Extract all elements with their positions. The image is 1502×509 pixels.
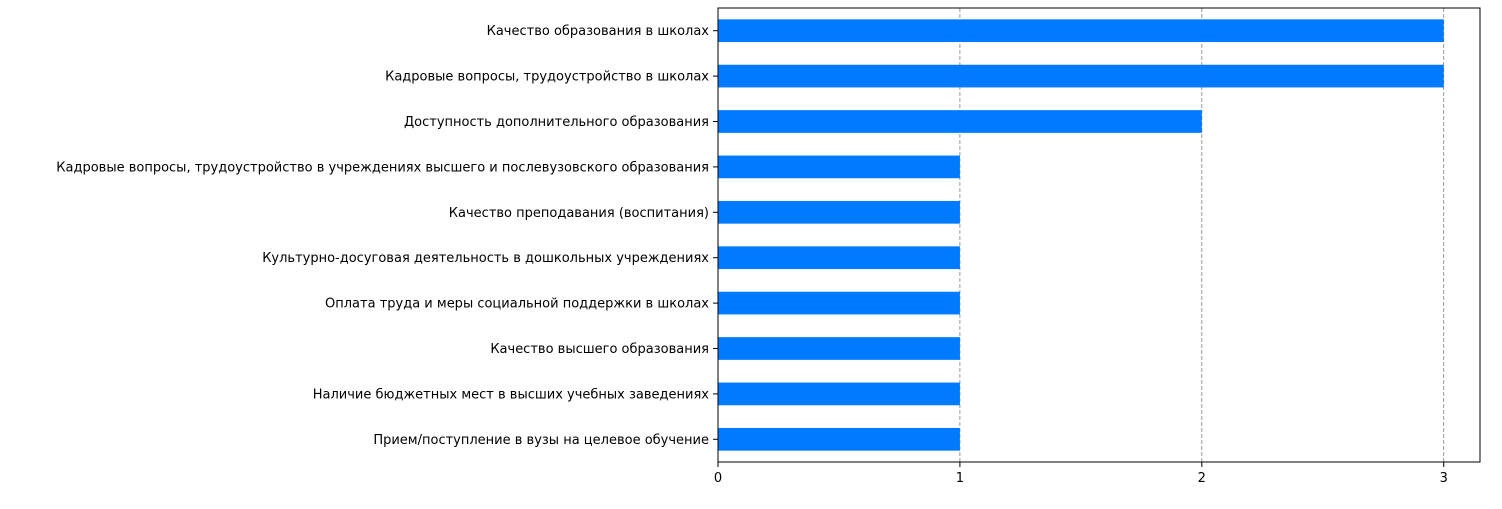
category-label-3: Кадровые вопросы, трудоустройство в учре… (56, 160, 709, 175)
bar-5 (718, 246, 960, 270)
bar-3 (718, 155, 960, 179)
x-tick-label-2: 2 (1198, 471, 1206, 486)
plot-frame (717, 7, 1481, 463)
tick-layer: 0 1 2 3 (713, 30, 1448, 486)
bar-4 (718, 200, 960, 224)
category-label-9: Прием/поступление в вузы на целевое обуч… (373, 433, 709, 448)
bar-8 (718, 382, 960, 406)
bar-2 (718, 110, 1202, 133)
bar-layer (718, 19, 1444, 451)
category-label-5: Культурно-досуговая деятельность в дошко… (262, 251, 709, 266)
x-tick-label-1: 1 (956, 471, 964, 486)
category-label-8: Наличие бюджетных мест в высших учебных … (313, 387, 710, 402)
x-tick-label-3: 3 (1440, 471, 1448, 486)
category-label-7: Качество высшего образования (490, 342, 709, 357)
category-label-2: Доступность дополнительного образования (404, 115, 709, 130)
x-tick-label-0: 0 (714, 471, 722, 486)
bar-7 (718, 337, 960, 360)
category-label-0: Качество образования в школах (487, 24, 710, 39)
label-layer: Качество образования в школах Кадровые во… (56, 24, 709, 448)
bar-9 (718, 427, 960, 451)
bar-6 (718, 291, 960, 315)
category-label-6: Оплата труда и меры социальной поддержки… (325, 297, 709, 312)
bar-1 (718, 64, 1444, 88)
bar-0 (718, 19, 1444, 43)
category-label-1: Кадровые вопросы, трудоустройство в школ… (385, 70, 709, 85)
category-label-4: Качество преподавания (воспитания) (449, 206, 709, 221)
frame-layer (717, 7, 1481, 463)
